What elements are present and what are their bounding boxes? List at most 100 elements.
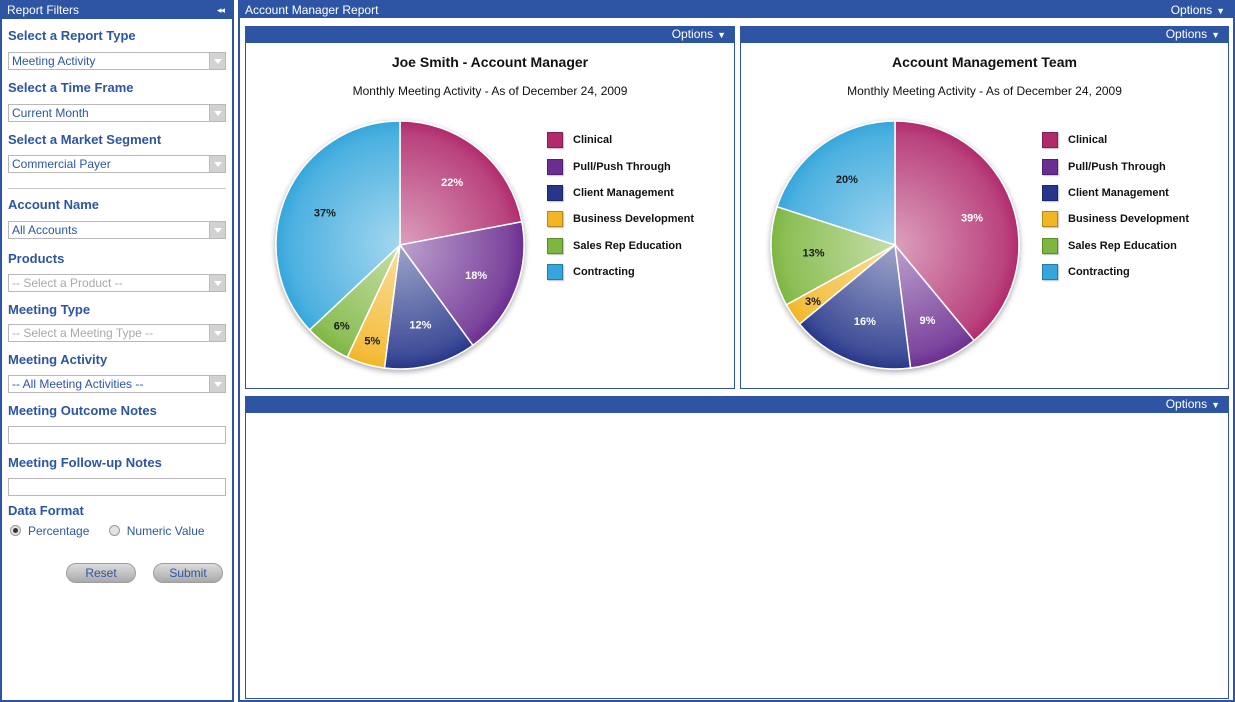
pie-slice-clinical[interactable] [894, 120, 1020, 342]
legend-item[interactable]: Sales Rep Education [547, 233, 694, 259]
market-segment-label: Select a Market Segment [8, 132, 162, 147]
legend-swatch [547, 132, 563, 149]
collapse-panel-icon[interactable]: ◂◂ [216, 5, 225, 15]
legend-item[interactable]: Pull/Push Through [1042, 153, 1189, 179]
chart-legend: Clinical Pull/Push Through Client Manageme… [547, 127, 694, 285]
percentage-option[interactable]: Percentage [10, 524, 89, 538]
team-chart-card: Options ▼ Account Management Team Monthly… [740, 26, 1229, 389]
market-segment-value: Commercial Payer [12, 157, 111, 171]
report-filters-title: Report Filters [7, 3, 80, 17]
report-filters-header: Report Filters ◂◂ [2, 2, 232, 19]
data-format-label: Data Format [8, 503, 84, 518]
pie-slice-contracting[interactable] [776, 120, 896, 247]
chart-options-button[interactable]: Options ▼ [1166, 397, 1220, 411]
chevron-down-icon [209, 222, 225, 238]
reset-button[interactable]: Reset [66, 563, 136, 583]
pie-slice-label: 3% [805, 296, 821, 308]
pie-slice-sales-rep-education[interactable] [770, 205, 897, 306]
pie-slice-contracting[interactable] [275, 120, 401, 331]
legend-item[interactable]: Client Management [547, 180, 694, 206]
account-manager-chart-card: Options ▼ Joe Smith - Account Manager Mon… [245, 26, 735, 389]
pie-slice-label: 22% [441, 177, 463, 189]
legend-swatch [1042, 237, 1058, 254]
pie-rim [275, 120, 525, 370]
market-segment-select[interactable]: Commercial Payer [8, 155, 226, 173]
legend-item[interactable]: Sales Rep Education [1042, 233, 1189, 259]
legend-swatch [547, 211, 563, 228]
pie-chart: 22% 18% 12% 5% 6% 37% [275, 120, 525, 370]
legend-swatch [1042, 158, 1058, 175]
followup-notes-label: Meeting Follow-up Notes [8, 455, 162, 470]
legend-swatch [1042, 132, 1058, 149]
pie-slice-client-management[interactable] [798, 243, 912, 370]
chevron-down-icon [209, 376, 225, 392]
pie-slice-client-management[interactable] [383, 243, 474, 370]
legend-item[interactable]: Business Development [547, 206, 694, 232]
meeting-type-value: -- Select a Meeting Type -- [12, 326, 154, 340]
legend-label: Contracting [573, 266, 635, 279]
chart-card-header: Options ▼ [741, 27, 1228, 43]
legend-item[interactable]: Contracting [547, 259, 694, 285]
report-title: Account Manager Report [245, 3, 379, 17]
chart-options-button[interactable]: Options ▼ [672, 27, 726, 41]
pie-rim [770, 120, 1020, 370]
radio-selected-icon[interactable] [10, 525, 21, 536]
pie-slice-clinical[interactable] [399, 120, 523, 246]
time-frame-select[interactable]: Current Month [8, 104, 226, 122]
legend-label: Sales Rep Education [573, 239, 682, 252]
filter-divider [8, 188, 226, 189]
pie-slice-label: 6% [334, 320, 350, 332]
pie-slice-label: 13% [802, 248, 824, 260]
account-manager-report-panel: Account Manager Report Options ▼ Options ▼… [238, 0, 1235, 702]
options-label: Options [1165, 397, 1208, 411]
legend-label: Pull/Push Through [573, 160, 671, 173]
pie-slice-label: 18% [465, 270, 487, 282]
options-dropdown-icon: ▼ [1211, 30, 1220, 40]
products-select[interactable]: -- Select a Product -- [8, 274, 226, 292]
report-type-label: Select a Report Type [8, 28, 136, 43]
options-dropdown-icon: ▼ [1211, 400, 1220, 410]
submit-button[interactable]: Submit [153, 563, 223, 583]
legend-label: Client Management [1068, 186, 1169, 199]
outcome-notes-field[interactable] [8, 426, 226, 444]
legend-item[interactable]: Clinical [547, 127, 694, 153]
account-name-select[interactable]: All Accounts [8, 221, 226, 239]
numeric-value-option[interactable]: Numeric Value [108, 524, 205, 538]
chevron-down-icon [209, 105, 225, 121]
products-value: -- Select a Product -- [12, 276, 123, 290]
options-label: Options [1170, 3, 1213, 17]
numeric-value-option-label: Numeric Value [126, 524, 205, 538]
options-dropdown-icon: ▼ [1216, 6, 1225, 16]
legend-swatch [547, 158, 563, 175]
chart-title: Account Management Team [892, 54, 1077, 70]
legend-item[interactable]: Pull/Push Through [547, 153, 694, 179]
legend-label: Sales Rep Education [1068, 239, 1177, 252]
legend-swatch [547, 184, 563, 201]
pie-slice-pull-push-through[interactable] [398, 220, 525, 347]
followup-notes-field[interactable] [8, 478, 226, 496]
report-options-button[interactable]: Options ▼ [1171, 2, 1225, 19]
account-name-label: Account Name [8, 197, 100, 212]
legend-label: Client Management [573, 186, 674, 199]
chart-card-header: Options ▼ [246, 27, 734, 43]
legend-item[interactable]: Business Development [1042, 206, 1189, 232]
meeting-activity-select[interactable]: -- All Meeting Activities -- [8, 375, 226, 393]
report-type-value: Meeting Activity [12, 54, 96, 68]
legend-label: Business Development [1068, 213, 1190, 226]
outcome-notes-label: Meeting Outcome Notes [8, 403, 157, 418]
legend-item[interactable]: Clinical [1042, 127, 1189, 153]
account-name-value: All Accounts [12, 223, 78, 237]
legend-swatch [1042, 264, 1058, 281]
chart-legend: Clinical Pull/Push Through Client Manageme… [1042, 127, 1189, 285]
radio-unselected-icon[interactable] [108, 525, 120, 536]
chart-options-button[interactable]: Options ▼ [1166, 27, 1220, 41]
pie-slice-label: 5% [364, 335, 380, 347]
report-type-select[interactable]: Meeting Activity [8, 52, 226, 70]
legend-item[interactable]: Contracting [1042, 259, 1189, 285]
options-label: Options [671, 27, 714, 41]
meeting-type-select[interactable]: -- Select a Meeting Type -- [8, 324, 226, 342]
time-frame-label: Select a Time Frame [8, 80, 134, 95]
legend-item[interactable]: Client Management [1042, 180, 1189, 206]
pie-slice-label: 16% [854, 316, 876, 328]
legend-swatch [1042, 184, 1058, 201]
